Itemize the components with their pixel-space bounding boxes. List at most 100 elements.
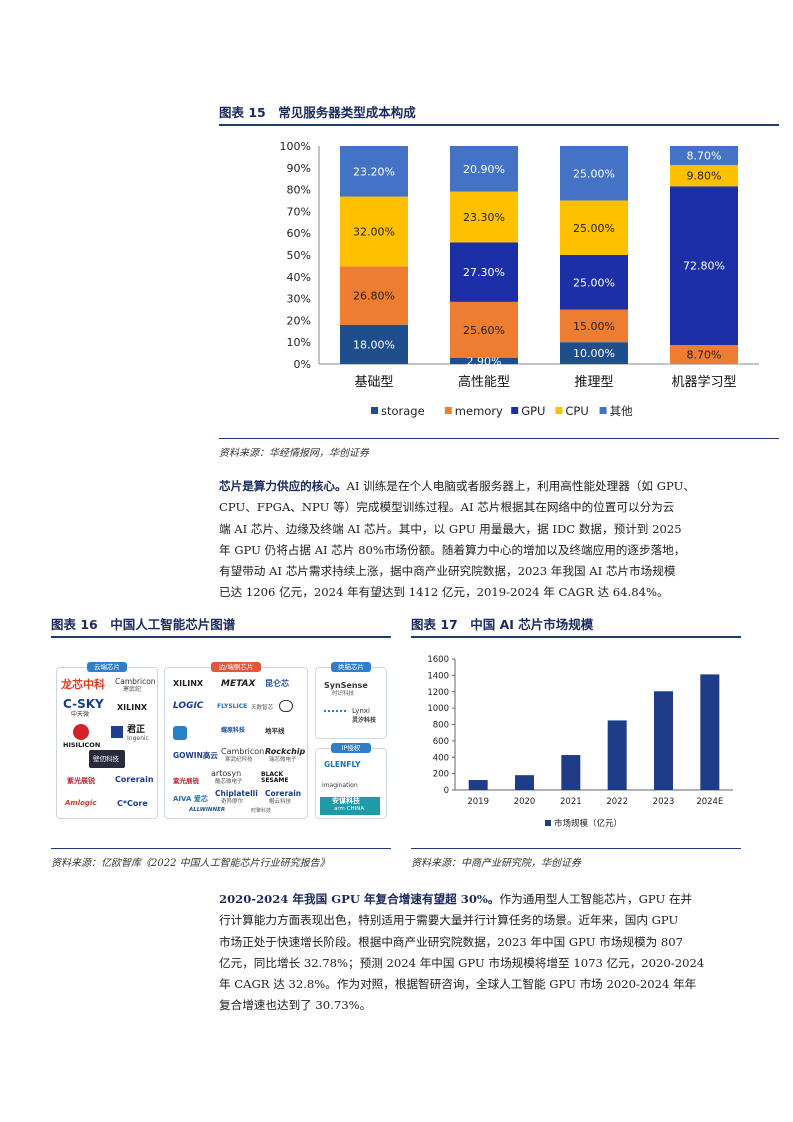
paragraph-ai-chip-core: 芯片是算力供应的核心。AI 训练是在个人电脑或者服务器上，利用高性能处理器（如 … (219, 476, 779, 604)
para1-line-1: 芯片是算力供应的核心。AI 训练是在个人电脑或者服务器上，利用高性能处理器（如 … (219, 476, 779, 497)
bar-segment-其他 (560, 146, 628, 201)
y-tick-label: 20% (287, 314, 311, 327)
figure16-title: 图表 16 中国人工智能芯片图谱 (51, 617, 236, 632)
data-label: 8.70% (687, 149, 722, 162)
legend-label: 市场规模（亿元） (554, 818, 622, 829)
para1-line-3: 端 AI 芯片、边缘及终端 AI 芯片。其中，以 GPU 用量最大，据 IDC … (219, 521, 682, 536)
bar-segment-GPU (450, 242, 518, 302)
bar-segment-GPU (670, 186, 738, 346)
para2-line-1: 2020-2024 年我国 GPU 年复合增速有望超 30%。作为通用型人工智能… (219, 889, 779, 910)
logo-unisoc-cloud: 紫光展锐 (67, 777, 95, 785)
para2-line-5: 年 CAGR 达 32.8%。作为对照，根据智研咨询，全球人工智能 GPU 市场… (219, 977, 697, 992)
logo-lynxi-cn: 灵汐科技 (352, 717, 377, 724)
logo-ingenic-en: Ingenic (127, 735, 149, 742)
logo-ingenic: 君正 (127, 725, 146, 735)
x-category-label: 高性能型 (458, 374, 510, 390)
x-category-label: 2020 (514, 797, 536, 807)
data-label: 25.00% (573, 276, 615, 289)
figure15-top-rule (219, 124, 779, 126)
data-label: 32.00% (353, 225, 395, 238)
para2-line-1-text: 作为通用型人工智能芯片，GPU 在并 (499, 892, 693, 906)
para2-line-2: 行计算能力方面表现出色，特别适用于需要大量并行计算任务的场景。近年来，国内 GP… (219, 913, 679, 928)
bar-segment-CPU (670, 164, 738, 187)
logo-lynxi-icon (324, 710, 346, 722)
logo-ingenic-icon (111, 726, 123, 738)
y-tick-label: 0 (444, 786, 449, 796)
bar-segment-storage (560, 342, 628, 364)
logo-artosyn: artosyn (211, 769, 242, 778)
y-tick-label: 0% (294, 358, 311, 371)
legend-swatch-其他 (599, 407, 607, 414)
logo-armchina-box (320, 797, 380, 815)
legend-swatch-GPU (511, 407, 519, 414)
data-label: 18.00% (353, 338, 395, 351)
x-category-label: 机器学习型 (671, 374, 736, 390)
cloud-chip-tag: 云端芯片 (87, 662, 127, 672)
logo-flyslice: FLYSLICE (217, 703, 248, 710)
y-tick-label: 1400 (427, 671, 449, 681)
data-label: 27.30% (463, 266, 505, 279)
logo-iluvatar: 天数智芯 (251, 705, 274, 711)
logo-glenfly: GLENFLY (324, 760, 361, 769)
logo-enflame: 燧原科技 (221, 727, 246, 734)
logo-allwinner: ALLWINNER (189, 807, 226, 813)
logo-unisoc-edge: 紫光展锐 (173, 777, 199, 785)
para1-bold-lead: 芯片是算力供应的核心。 (219, 479, 347, 493)
logo-synsense-cn: 时识科技 (332, 691, 355, 697)
cloud-chip-panel: 云端芯片 龙芯中科 Cambricon 寒武纪 C-SKY 中天微 XILINX… (56, 662, 158, 819)
data-label: 20.90% (463, 163, 505, 176)
legend-label-storage: storage (381, 404, 425, 418)
ip-license-panel: IP授权 GLENFLY imagination 安谋科技 arm CHINA (315, 743, 387, 819)
para2-bold-lead: 2020-2024 年我国 GPU 年复合增速有望超 30%。 (219, 892, 500, 906)
legend-swatch-storage (371, 407, 378, 414)
logo-xilinx-cloud: XILINX (117, 703, 148, 712)
logo-amlogic: Amlogic (65, 799, 97, 807)
x-category-label: 推理型 (574, 375, 613, 390)
bar-2023 (654, 691, 673, 790)
edge-chip-panel: 边/端侧芯片 XILINX METAX 昆仑芯 LOGIC FLYSLICE 天… (164, 662, 308, 819)
ai-chip-landscape-map: 云端芯片 龙芯中科 Cambricon 寒武纪 C-SKY 中天微 XILINX… (51, 660, 391, 825)
logo-synsense: SynSense (324, 681, 368, 690)
logo-kunlun: 昆仑芯 (265, 679, 289, 688)
y-tick-label: 600 (433, 737, 449, 747)
data-label: 25.00% (573, 222, 615, 235)
x-category-label: 2023 (653, 797, 675, 807)
x-category-label: 2024E (696, 797, 723, 807)
figure15-source: 资料来源：华经情报网，华创证券 (219, 448, 369, 459)
bar-segment-其他 (450, 146, 518, 192)
bar-segment-storage (450, 357, 518, 364)
logo-biren-text: 壁仞科技 (93, 755, 119, 763)
figure16-top-rule (51, 636, 391, 638)
logo-artosyn-cn: 酷芯微电子 (215, 779, 243, 785)
figure16-bottom-rule (51, 848, 391, 849)
logo-cambricon-cn: 寒武纪 (123, 686, 142, 693)
logo-rockchip: Rockchip (265, 747, 306, 756)
stacked-bar-chart: 0% 10% 20% 30% 40% 50% 60% 70% 80% 90% 100% 18.00% 2… (280, 140, 759, 418)
y-tick-label: 50% (287, 249, 311, 262)
legend-swatch-CPU (555, 407, 563, 414)
y-tick-label: 70% (287, 205, 311, 218)
y-tick-label: 60% (287, 227, 311, 240)
logo-black-sesame: BLACK SESAME (261, 771, 289, 784)
para1-line-1-text: AI 训练是在个人电脑或者服务器上，利用高性能处理器（如 GPU、 (346, 479, 695, 493)
legend-swatch-memory (444, 407, 452, 414)
bar-2022 (607, 720, 627, 790)
legend-swatch (545, 820, 551, 826)
logo-csky-cn: 中天微 (71, 711, 90, 718)
para2-line-6: 复合增速也达到了 30.73%。 (219, 998, 372, 1013)
market-size-bar-chart: 0 200 400 600 800 1000 1200 1400 1600 2019 2020 202… (427, 655, 733, 829)
logo-corerain-cloud: Corerain (115, 775, 154, 784)
logo-biren (89, 750, 125, 768)
bar-segment-memory (450, 301, 518, 358)
logo-chiplatelli: Chiplatelli (215, 789, 258, 798)
bar-segment-CPU (450, 191, 518, 243)
ip-license-tag: IP授权 (331, 743, 371, 753)
x-category-label: 基础型 (354, 375, 393, 390)
figure17-bottom-rule (411, 848, 741, 849)
logo-hisilicon: HISILICON (63, 741, 101, 749)
data-label: 26.80% (353, 290, 395, 303)
logo-csky: C-SKY (63, 697, 104, 711)
logo-corerain-edge: Corerain (265, 789, 302, 798)
y-tick-label: 40% (287, 271, 311, 284)
bar-segment-memory (340, 266, 408, 325)
